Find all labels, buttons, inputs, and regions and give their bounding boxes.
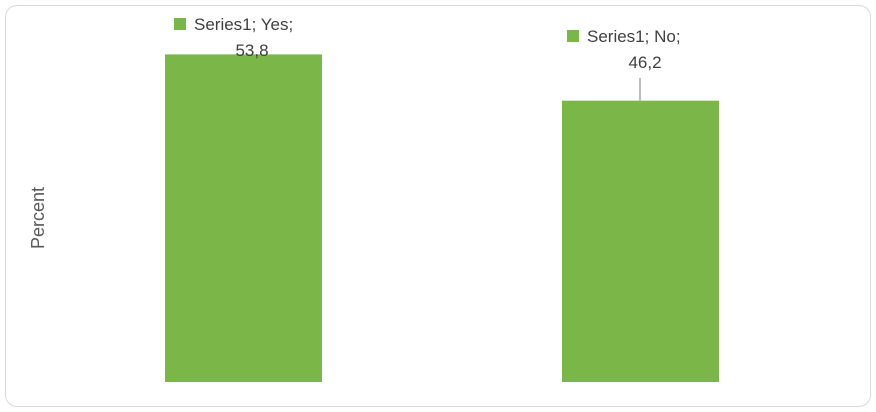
data-label-value-no: 46,2 [628, 53, 661, 72]
data-label-no: Series1; No; 46,2 [567, 27, 681, 101]
bar-no [562, 100, 719, 383]
data-label-series-no: Series1; No; [587, 27, 681, 46]
bar-yes [165, 54, 322, 383]
chart-area [5, 5, 871, 407]
y-axis-label: Percent [28, 187, 48, 249]
data-label-value-yes: 53,8 [235, 41, 268, 60]
data-labels-layer: Series1; Yes; 53,8 Series1; No; 46,2 [174, 15, 681, 101]
legend-key-no [567, 30, 579, 42]
legend-key-yes [174, 18, 186, 30]
data-label-series-yes: Series1; Yes; [194, 15, 293, 34]
data-label-yes: Series1; Yes; 53,8 [174, 15, 293, 60]
bars-layer [165, 54, 719, 383]
